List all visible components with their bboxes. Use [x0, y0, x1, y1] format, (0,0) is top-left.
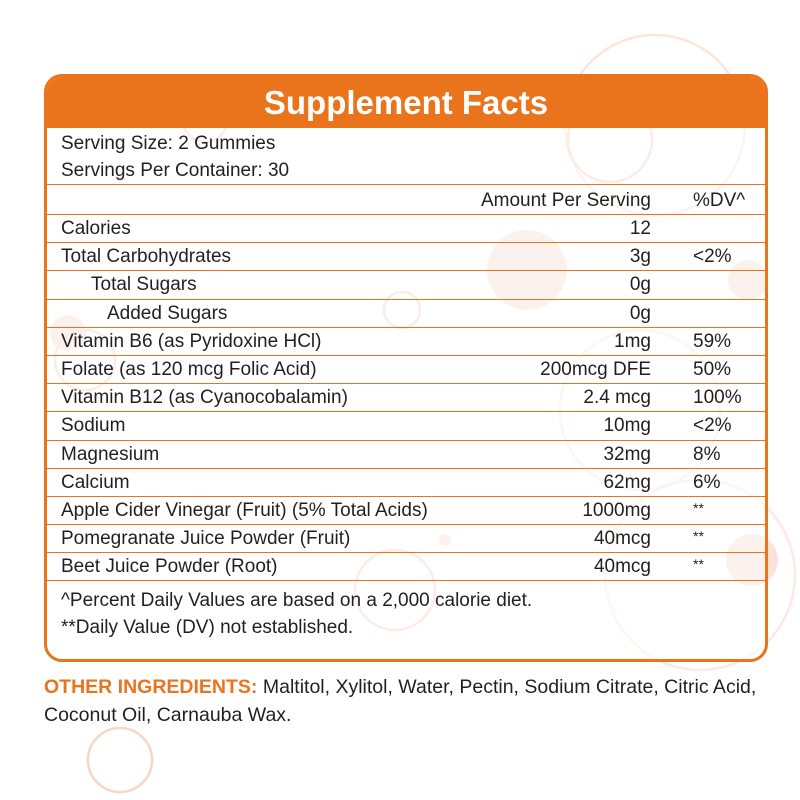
nutrient-name: Added Sugars — [107, 302, 228, 324]
nutrient-amount: 62mg — [603, 471, 651, 493]
table-row: Sodium 10mg <2% — [47, 412, 765, 441]
other-ingredients: OTHER INGREDIENTS: Maltitol, Xylitol, Wa… — [44, 673, 774, 729]
servings-per-container: Servings Per Container: 30 — [61, 160, 290, 181]
nutrient-amount: 1mg — [614, 330, 651, 352]
table-row: Vitamin B6 (as Pyridoxine HCl) 1mg 59% — [47, 328, 765, 356]
dv-basis-footnote: ^Percent Daily Values are based on a 2,0… — [61, 590, 533, 612]
serving-info: Serving Size: 2 Gummies Servings Per Con… — [47, 128, 765, 185]
nutrient-amount: 32mg — [603, 443, 651, 465]
nutrient-amount: 0g — [629, 274, 651, 296]
table-row: Calories 12 — [47, 215, 765, 244]
supplement-facts-panel: Supplement Facts Serving Size: 2 Gummies… — [44, 74, 768, 662]
nutrient-dv: ** — [693, 556, 704, 573]
table-row: Pomegranate Juice Powder (Fruit) 40mcg *… — [47, 525, 765, 554]
table-row: Calcium 62mg 6% — [47, 469, 765, 497]
table-row: Total Carbohydrates 3g <2% — [47, 243, 765, 272]
dv-header: %DV^ — [693, 190, 746, 211]
table-row: Beet Juice Powder (Root) 40mcg ** — [47, 553, 765, 582]
nutrient-dv: 59% — [693, 330, 732, 352]
nutrient-name: Magnesium — [61, 443, 160, 465]
panel-title: Supplement Facts — [47, 77, 765, 128]
nutrient-amount: 40mcg — [593, 528, 651, 550]
other-ingredients-label: OTHER INGREDIENTS: — [44, 676, 258, 698]
nutrient-dv: 8% — [693, 443, 721, 465]
amount-header: Amount Per Serving — [480, 190, 651, 211]
nutrient-name: Pomegranate Juice Powder (Fruit) — [61, 528, 351, 550]
nutrient-dv: <2% — [693, 415, 732, 437]
table-row: Vitamin B12 (as Cyanocobalamin) 2.4 mcg … — [47, 384, 765, 413]
footnotes: ^Percent Daily Values are based on a 2,0… — [47, 581, 765, 641]
nutrient-name: Calcium — [61, 471, 130, 493]
table-row: Added Sugars 0g — [47, 300, 765, 328]
other-ingredients-list: Maltitol, Xylitol, Water, Pectin, Sodium… — [44, 676, 757, 726]
nutrient-name: Vitamin B6 (as Pyridoxine HCl) — [61, 330, 322, 352]
serving-size: Serving Size: 2 Gummies — [61, 133, 276, 154]
nutrient-name: Folate (as 120 mcg Folic Acid) — [61, 358, 317, 380]
nutrient-name: Vitamin B12 (as Cyanocobalamin) — [61, 387, 348, 409]
nutrient-amount: 12 — [629, 218, 651, 239]
nutrient-name: Calories — [61, 218, 131, 239]
nutrient-name: Beet Juice Powder (Root) — [61, 556, 278, 578]
nutrient-dv: ** — [693, 499, 704, 516]
nutrient-amount: 200mcg DFE — [540, 358, 651, 380]
dv-not-established-footnote: **Daily Value (DV) not established. — [61, 617, 354, 639]
nutrient-dv: 100% — [693, 387, 742, 409]
nutrient-name: Total Carbohydrates — [61, 246, 232, 268]
nutrient-dv: 6% — [693, 471, 721, 493]
nutrient-amount: 10mg — [603, 415, 651, 437]
nutrient-amount: 40mcg — [593, 556, 651, 578]
nutrient-dv: ** — [693, 528, 704, 545]
nutrient-amount: 3g — [629, 246, 651, 268]
nutrient-dv: <2% — [693, 246, 732, 268]
nutrient-name: Total Sugars — [91, 274, 197, 296]
nutrient-name: Sodium — [61, 415, 126, 437]
nutrient-amount: 1000mg — [582, 499, 651, 521]
nutrient-name: Apple Cider Vinegar (Fruit) (5% Total Ac… — [61, 499, 428, 521]
nutrient-amount: 0g — [629, 302, 651, 324]
column-header-row: Amount Per Serving %DV^ — [47, 185, 765, 215]
table-row: Apple Cider Vinegar (Fruit) (5% Total Ac… — [47, 497, 765, 526]
nutrient-dv: 50% — [693, 358, 732, 380]
table-row: Magnesium 32mg 8% — [47, 441, 765, 469]
table-row: Folate (as 120 mcg Folic Acid) 200mcg DF… — [47, 356, 765, 385]
table-row: Total Sugars 0g — [47, 271, 765, 300]
nutrient-amount: 2.4 mcg — [583, 387, 651, 409]
